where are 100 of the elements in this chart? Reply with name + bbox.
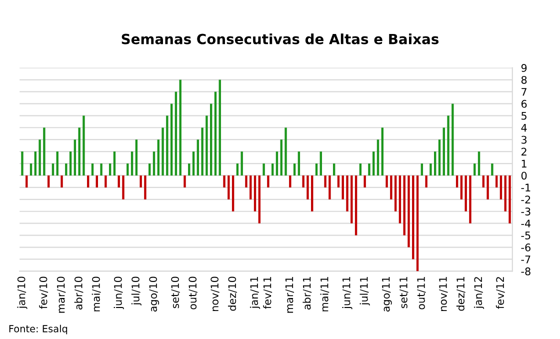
bar bbox=[250, 175, 252, 200]
bar bbox=[30, 164, 32, 176]
y-tick-label: 5 bbox=[522, 112, 526, 120]
bar bbox=[192, 152, 195, 176]
bar bbox=[26, 175, 28, 188]
bar bbox=[276, 152, 278, 176]
y-tick-label: -3 bbox=[521, 208, 530, 216]
bar bbox=[390, 175, 392, 200]
x-tick-label: out/10 bbox=[188, 276, 198, 310]
x-tick-label: set/10 bbox=[171, 276, 180, 308]
y-tick-label: -5 bbox=[521, 232, 530, 240]
bar bbox=[245, 175, 248, 188]
x-tick-label: abr/10 bbox=[74, 276, 84, 310]
bar bbox=[148, 164, 151, 176]
x-tick-label: dez/10 bbox=[228, 276, 237, 311]
x-tick-label: set/11 bbox=[400, 277, 408, 308]
bar bbox=[232, 175, 234, 212]
bar bbox=[452, 104, 454, 176]
y-tick-label: 7 bbox=[522, 88, 526, 96]
x-tick-label: jan/11 bbox=[250, 277, 260, 309]
y-tick-label: -1 bbox=[521, 184, 530, 192]
bar bbox=[337, 175, 340, 188]
x-tick-label: jul/11 bbox=[360, 277, 370, 306]
bar bbox=[108, 164, 112, 176]
bar bbox=[442, 128, 445, 176]
bar bbox=[469, 175, 472, 224]
bar bbox=[91, 164, 94, 176]
bar bbox=[69, 152, 72, 176]
y-tick-label: 4 bbox=[521, 124, 527, 132]
bar bbox=[328, 175, 331, 200]
bar bbox=[126, 164, 129, 176]
x-tick-label: nov/10 bbox=[210, 276, 220, 312]
y-tick-label: -7 bbox=[521, 256, 530, 264]
bar bbox=[460, 175, 463, 200]
bar bbox=[254, 175, 256, 212]
y-tick-label: 9 bbox=[521, 64, 527, 72]
x-tick-label: jan/10 bbox=[17, 276, 28, 309]
y-tick-label: -6 bbox=[521, 243, 530, 252]
bar bbox=[78, 128, 80, 176]
bar bbox=[74, 140, 76, 176]
bar bbox=[381, 128, 384, 176]
bar bbox=[38, 140, 41, 176]
x-tick-label: jul/10 bbox=[131, 276, 142, 306]
x-tick-label: jun/10 bbox=[114, 276, 124, 310]
bar bbox=[403, 175, 406, 236]
chart-title: Semanas Consecutivas de Altas e Baixas bbox=[122, 34, 439, 44]
y-tick-label: 1 bbox=[522, 160, 526, 168]
bar bbox=[491, 164, 494, 176]
bar bbox=[236, 164, 239, 176]
bar bbox=[447, 116, 450, 176]
bar bbox=[302, 175, 304, 188]
bar bbox=[474, 164, 476, 176]
bar bbox=[157, 140, 160, 176]
bar bbox=[262, 164, 265, 176]
bar bbox=[420, 164, 424, 176]
bar bbox=[65, 164, 68, 176]
bar bbox=[324, 175, 326, 188]
bar bbox=[372, 152, 375, 176]
bar bbox=[184, 175, 186, 188]
bar bbox=[495, 175, 498, 188]
bar bbox=[258, 175, 261, 224]
bar bbox=[306, 175, 309, 200]
bar bbox=[464, 175, 467, 212]
x-tick-label: dez/11 bbox=[456, 277, 466, 311]
x-tick-label: fev/10 bbox=[39, 276, 48, 309]
x-tick-label: mar/11 bbox=[285, 277, 294, 313]
bar bbox=[412, 175, 414, 260]
bar bbox=[284, 128, 287, 176]
bar bbox=[201, 128, 204, 176]
bar bbox=[320, 152, 322, 176]
bar bbox=[122, 175, 124, 200]
bar bbox=[214, 92, 217, 176]
bar bbox=[228, 175, 230, 200]
x-tick-label: nov/11 bbox=[439, 277, 448, 312]
bar bbox=[346, 175, 348, 212]
bar bbox=[47, 175, 50, 188]
bar bbox=[206, 116, 208, 176]
x-tick-label: jun/11 bbox=[342, 277, 352, 310]
bar bbox=[438, 140, 441, 176]
bar bbox=[56, 152, 58, 176]
bar bbox=[223, 175, 226, 188]
bar bbox=[332, 164, 336, 176]
y-tick-label: -4 bbox=[521, 220, 531, 228]
bar bbox=[456, 175, 458, 188]
x-tick-label: ago/11 bbox=[382, 277, 392, 312]
bar bbox=[52, 164, 54, 176]
bar bbox=[170, 104, 173, 176]
bar bbox=[152, 152, 156, 176]
bar bbox=[482, 175, 485, 188]
x-tick-label: jan/12 bbox=[474, 277, 484, 309]
bar bbox=[430, 164, 432, 176]
bar bbox=[293, 164, 296, 176]
bar bbox=[298, 152, 300, 176]
y-tick-label: -2 bbox=[521, 196, 530, 204]
bar bbox=[359, 164, 362, 176]
bar bbox=[100, 164, 102, 176]
bar bbox=[267, 175, 270, 188]
x-tick-label: mar/10 bbox=[56, 276, 66, 313]
x-tick-label: fev/12 bbox=[496, 277, 505, 309]
bar bbox=[311, 175, 314, 212]
